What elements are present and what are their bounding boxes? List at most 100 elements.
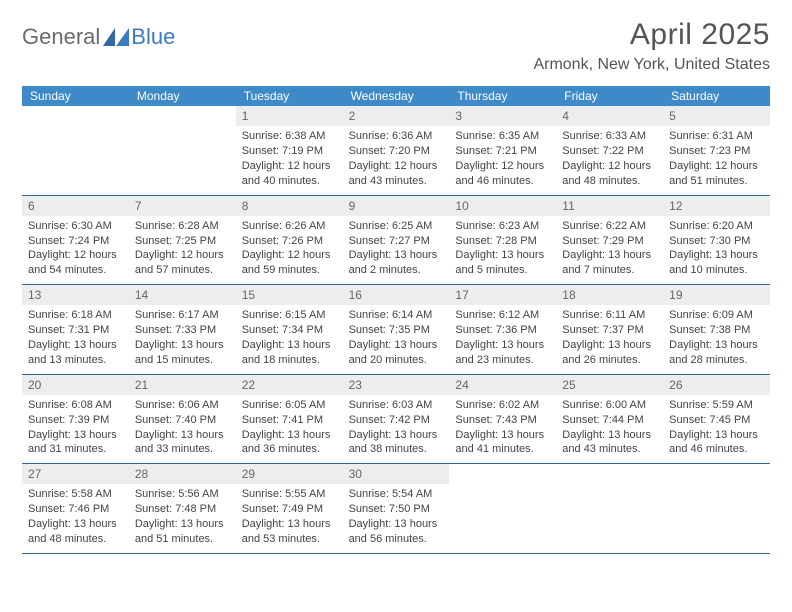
- sunrise-line: Sunrise: 5:59 AM: [669, 398, 764, 413]
- sunrise-line: Sunrise: 6:03 AM: [349, 398, 444, 413]
- daylight-line: Daylight: 13 hours and 26 minutes.: [562, 338, 657, 368]
- day-cell: 10Sunrise: 6:23 AMSunset: 7:28 PMDayligh…: [449, 196, 556, 285]
- sunrise-line: Sunrise: 6:02 AM: [455, 398, 550, 413]
- sunset-line: Sunset: 7:43 PM: [455, 413, 550, 428]
- day-number: 6: [22, 196, 129, 216]
- weeks-container: 1Sunrise: 6:38 AMSunset: 7:19 PMDaylight…: [22, 106, 770, 554]
- sunrise-line: Sunrise: 6:09 AM: [669, 308, 764, 323]
- dow-cell: Thursday: [449, 86, 556, 106]
- sunset-line: Sunset: 7:34 PM: [242, 323, 337, 338]
- day-cell: 24Sunrise: 6:02 AMSunset: 7:43 PMDayligh…: [449, 375, 556, 464]
- sunset-line: Sunset: 7:20 PM: [349, 144, 444, 159]
- sunset-line: Sunset: 7:30 PM: [669, 234, 764, 249]
- sunrise-line: Sunrise: 6:06 AM: [135, 398, 230, 413]
- dow-cell: Wednesday: [343, 86, 450, 106]
- daylight-line: Daylight: 12 hours and 57 minutes.: [135, 248, 230, 278]
- sunset-line: Sunset: 7:33 PM: [135, 323, 230, 338]
- day-number: 28: [129, 464, 236, 484]
- sunset-line: Sunset: 7:42 PM: [349, 413, 444, 428]
- day-number: 21: [129, 375, 236, 395]
- sunrise-line: Sunrise: 6:35 AM: [455, 129, 550, 144]
- day-cell: 18Sunrise: 6:11 AMSunset: 7:37 PMDayligh…: [556, 285, 663, 374]
- day-number: 19: [663, 285, 770, 305]
- empty-day-cell: [22, 106, 129, 195]
- sunrise-line: Sunrise: 6:18 AM: [28, 308, 123, 323]
- daylight-line: Daylight: 13 hours and 28 minutes.: [669, 338, 764, 368]
- sunset-line: Sunset: 7:37 PM: [562, 323, 657, 338]
- daylight-line: Daylight: 13 hours and 41 minutes.: [455, 428, 550, 458]
- day-number: 7: [129, 196, 236, 216]
- day-cell: 20Sunrise: 6:08 AMSunset: 7:39 PMDayligh…: [22, 375, 129, 464]
- sunset-line: Sunset: 7:48 PM: [135, 502, 230, 517]
- day-cell: 23Sunrise: 6:03 AMSunset: 7:42 PMDayligh…: [343, 375, 450, 464]
- daylight-line: Daylight: 13 hours and 15 minutes.: [135, 338, 230, 368]
- week-row: 13Sunrise: 6:18 AMSunset: 7:31 PMDayligh…: [22, 285, 770, 375]
- daylight-line: Daylight: 12 hours and 46 minutes.: [455, 159, 550, 189]
- daylight-line: Daylight: 13 hours and 13 minutes.: [28, 338, 123, 368]
- sunrise-line: Sunrise: 6:15 AM: [242, 308, 337, 323]
- daylight-line: Daylight: 13 hours and 23 minutes.: [455, 338, 550, 368]
- day-number: 1: [236, 106, 343, 126]
- sunset-line: Sunset: 7:26 PM: [242, 234, 337, 249]
- sunset-line: Sunset: 7:38 PM: [669, 323, 764, 338]
- day-number: 27: [22, 464, 129, 484]
- sunrise-line: Sunrise: 6:22 AM: [562, 219, 657, 234]
- daylight-line: Daylight: 13 hours and 18 minutes.: [242, 338, 337, 368]
- day-cell: 17Sunrise: 6:12 AMSunset: 7:36 PMDayligh…: [449, 285, 556, 374]
- day-number: 13: [22, 285, 129, 305]
- day-cell: 27Sunrise: 5:58 AMSunset: 7:46 PMDayligh…: [22, 464, 129, 553]
- day-number: 12: [663, 196, 770, 216]
- sunset-line: Sunset: 7:29 PM: [562, 234, 657, 249]
- sunset-line: Sunset: 7:23 PM: [669, 144, 764, 159]
- sunrise-line: Sunrise: 6:28 AM: [135, 219, 230, 234]
- sunrise-line: Sunrise: 6:33 AM: [562, 129, 657, 144]
- day-number: 15: [236, 285, 343, 305]
- sunset-line: Sunset: 7:21 PM: [455, 144, 550, 159]
- title-block: April 2025 Armonk, New York, United Stat…: [533, 18, 770, 74]
- calendar-page: General Blue April 2025 Armonk, New York…: [0, 0, 792, 612]
- day-number: 16: [343, 285, 450, 305]
- sunrise-line: Sunrise: 6:08 AM: [28, 398, 123, 413]
- day-number: 29: [236, 464, 343, 484]
- sunset-line: Sunset: 7:49 PM: [242, 502, 337, 517]
- day-cell: 19 Sunrise: 6:09 AMSunset: 7:38 PMDayligh…: [663, 285, 770, 374]
- sunset-line: Sunset: 7:22 PM: [562, 144, 657, 159]
- day-cell: 14Sunrise: 6:17 AMSunset: 7:33 PMDayligh…: [129, 285, 236, 374]
- week-row: 27Sunrise: 5:58 AMSunset: 7:46 PMDayligh…: [22, 464, 770, 554]
- day-number: 8: [236, 196, 343, 216]
- calendar-grid: SundayMondayTuesdayWednesdayThursdayFrid…: [22, 86, 770, 554]
- sunset-line: Sunset: 7:50 PM: [349, 502, 444, 517]
- day-cell: 29Sunrise: 5:55 AMSunset: 7:49 PMDayligh…: [236, 464, 343, 553]
- sunrise-line: Sunrise: 6:00 AM: [562, 398, 657, 413]
- sunset-line: Sunset: 7:24 PM: [28, 234, 123, 249]
- day-cell: 4Sunrise: 6:33 AMSunset: 7:22 PMDaylight…: [556, 106, 663, 195]
- dow-cell: Saturday: [663, 86, 770, 106]
- week-row: 20Sunrise: 6:08 AMSunset: 7:39 PMDayligh…: [22, 375, 770, 465]
- day-number: 25: [556, 375, 663, 395]
- day-number: 4: [556, 106, 663, 126]
- day-number: 18: [556, 285, 663, 305]
- empty-day-cell: [449, 464, 556, 553]
- day-number: 26: [663, 375, 770, 395]
- day-number: 20: [22, 375, 129, 395]
- daylight-line: Daylight: 12 hours and 43 minutes.: [349, 159, 444, 189]
- dow-cell: Sunday: [22, 86, 129, 106]
- day-cell: 8Sunrise: 6:26 AMSunset: 7:26 PMDaylight…: [236, 196, 343, 285]
- sunset-line: Sunset: 7:35 PM: [349, 323, 444, 338]
- sunset-line: Sunset: 7:40 PM: [135, 413, 230, 428]
- logo: General Blue: [22, 24, 175, 50]
- day-cell: 11 Sunrise: 6:22 AMSunset: 7:29 PMDayligh…: [556, 196, 663, 285]
- day-number: 22: [236, 375, 343, 395]
- daylight-line: Daylight: 13 hours and 46 minutes.: [669, 428, 764, 458]
- day-number: 11: [556, 196, 663, 216]
- day-cell: 30Sunrise: 5:54 AMSunset: 7:50 PMDayligh…: [343, 464, 450, 553]
- day-cell: 15 Sunrise: 6:15 AMSunset: 7:34 PMDayligh…: [236, 285, 343, 374]
- daylight-line: Daylight: 13 hours and 56 minutes.: [349, 517, 444, 547]
- sunrise-line: Sunrise: 6:26 AM: [242, 219, 337, 234]
- daylight-line: Daylight: 13 hours and 7 minutes.: [562, 248, 657, 278]
- header: General Blue April 2025 Armonk, New York…: [22, 18, 770, 74]
- logo-text-blue: Blue: [131, 24, 175, 50]
- sunrise-line: Sunrise: 6:05 AM: [242, 398, 337, 413]
- sunset-line: Sunset: 7:36 PM: [455, 323, 550, 338]
- sunrise-line: Sunrise: 6:25 AM: [349, 219, 444, 234]
